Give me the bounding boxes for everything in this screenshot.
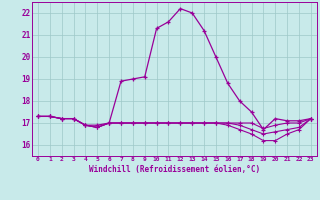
X-axis label: Windchill (Refroidissement éolien,°C): Windchill (Refroidissement éolien,°C) — [89, 165, 260, 174]
